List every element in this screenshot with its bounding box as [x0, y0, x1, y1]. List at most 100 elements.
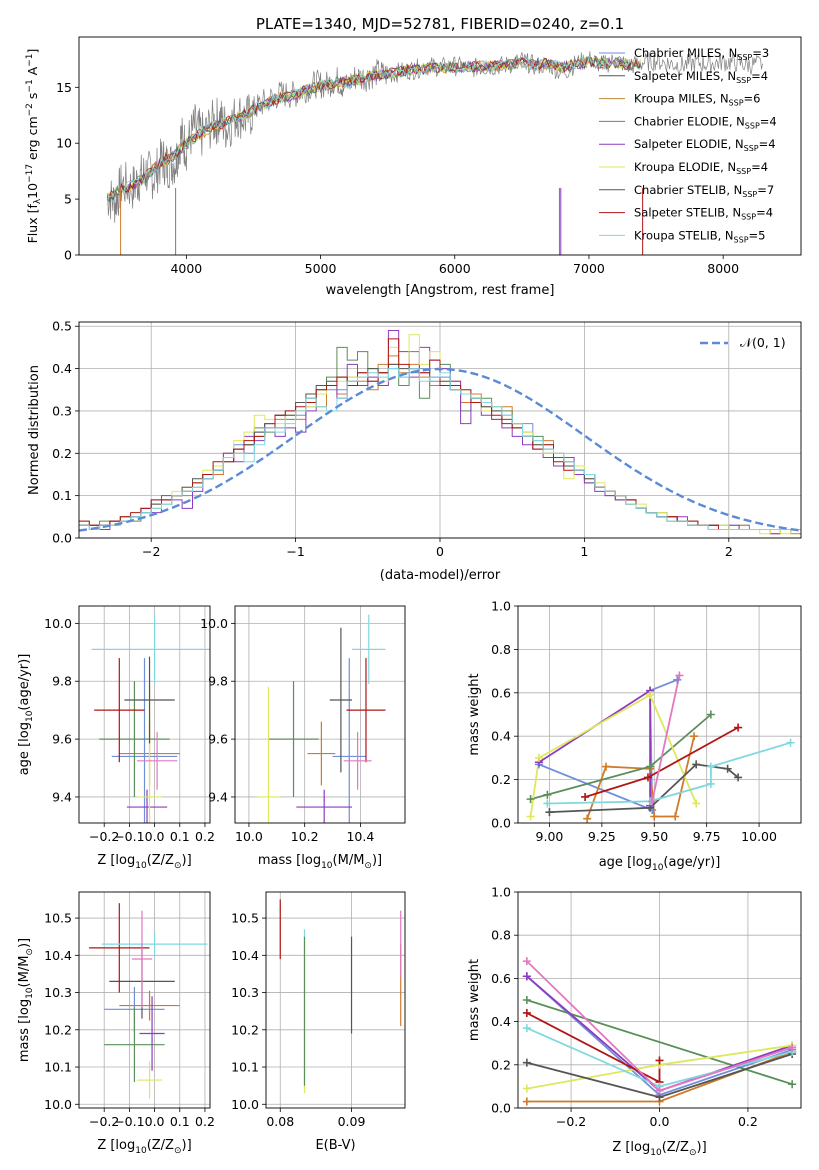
label-part: =4 [759, 137, 776, 151]
x-tick-label: 10.4 [346, 829, 374, 844]
x-tick-label: 10.0 [235, 829, 263, 844]
y-tick-label: 10.0 [231, 1097, 259, 1112]
y-axis-label: Flux [fλ10−17 erg cm−2 s−1 A−1] [25, 49, 43, 244]
label-part: Kroupa STELIB, N [634, 228, 734, 242]
label-part: Kroupa ELODIE, N [634, 160, 736, 174]
label-part: ] [25, 49, 40, 54]
model-spectrum [106, 54, 641, 205]
label-part: )] [697, 1140, 707, 1155]
label-part: =7 [757, 183, 774, 197]
legend-entry: Chabrier ELODIE, NSSP=4 [634, 114, 777, 130]
y-tick-label: 9.8 [208, 674, 228, 689]
label-part: ⊙ [174, 1146, 182, 1156]
legend-entry: Salpeter ELODIE, NSSP=4 [634, 137, 776, 153]
label-part: Z [log [97, 1138, 135, 1153]
weight-line [651, 675, 681, 802]
panel-z_age: −0.2−0.1 0.0 0.1 0.29.49.69.810.0Z [log10(Z… [17, 605, 215, 871]
label-part: 10 [25, 710, 35, 722]
plot-area [89, 903, 208, 1099]
label-part: SSP [734, 235, 749, 244]
legend-entry: Kroupa STELIB, NSSP=5 [634, 228, 765, 244]
weight-marker [706, 762, 715, 771]
label-part: SSP [736, 76, 751, 85]
label-part: age [log [17, 722, 32, 775]
y-tick-label: 9.6 [52, 732, 72, 747]
x-tick-label: 5000 [305, 261, 337, 276]
x-axis-label: wavelength [Angstrom, rest frame] [326, 283, 555, 298]
x-tick-label: 1 [580, 544, 588, 559]
label-part: =4 [756, 206, 773, 220]
y-tick-label: 1.0 [491, 885, 511, 900]
label-part: s [25, 93, 40, 104]
label-part: 10 [652, 863, 664, 873]
x-axis-label: age [log10(age/yr)] [599, 855, 721, 873]
axes-frame [517, 891, 802, 1109]
weight-marker [522, 972, 531, 981]
label-part: Z [log [97, 853, 135, 868]
x-axis-label: E(B-V) [315, 1138, 355, 1153]
weight-marker [706, 779, 715, 788]
y-tick-label: 0.4 [52, 361, 72, 376]
label-part: SSP [736, 167, 751, 176]
label-part: 10 [25, 987, 35, 999]
label-part: SSP [745, 121, 760, 130]
x-tick-label: −0.1 [114, 1114, 144, 1129]
y-tick-label: 10 [56, 136, 72, 151]
weight-marker [646, 762, 655, 771]
x-tick-label: 9.50 [640, 829, 668, 844]
axes-frame [78, 891, 211, 1109]
y-axis-label: mass [log10(M/M⊙)] [17, 938, 35, 1062]
y-tick-label: 0.6 [491, 685, 511, 700]
label-part: )] [182, 1138, 192, 1153]
plot-area [279, 899, 402, 1094]
legend-entry: Chabrier MILES, NSSP=3 [634, 46, 769, 62]
weight-line [538, 678, 678, 812]
y-tick-label: 10.3 [44, 985, 72, 1000]
y-tick-label: 10.5 [231, 911, 259, 926]
gaussian-curve [79, 367, 801, 532]
label-part: =3 [752, 46, 769, 60]
weight-line [530, 713, 712, 800]
y-tick-label: 10.1 [44, 1060, 72, 1075]
x-axis-label: (data-model)/error [380, 568, 501, 583]
label-part: (Z/Z [147, 1138, 174, 1153]
label-part: −1 [25, 54, 35, 67]
x-tick-label: 8000 [707, 261, 739, 276]
weight-marker [581, 792, 590, 801]
label-part: Kroupa MILES, N [634, 92, 729, 106]
y-tick-label: 9.4 [208, 789, 228, 804]
weight-marker [522, 1024, 531, 1033]
weight-marker [522, 996, 531, 1004]
label-part: Chabrier ELODIE, N [634, 114, 745, 128]
y-tick-label: 0.0 [491, 816, 511, 831]
axes-frame [78, 321, 802, 539]
label-part: ⊙ [364, 861, 372, 871]
weight-marker [655, 1056, 664, 1065]
panel-ebv_mass: 0.08 0.09 10.0 10.1 10.2 10.3 10.4 10.5 E(B-V) [231, 891, 406, 1153]
label-part: 10 [135, 861, 147, 871]
label-part: λ [33, 198, 43, 204]
axes-frame [78, 36, 802, 256]
x-tick-label: 0.0 [650, 1114, 670, 1129]
weight-marker [543, 790, 552, 799]
weight-marker [692, 760, 701, 769]
y-tick-label: 0.0 [52, 531, 72, 546]
weight-marker [655, 1086, 664, 1095]
axes-frame [78, 605, 211, 824]
weight-line [586, 735, 695, 820]
weight-marker [673, 675, 682, 684]
x-tick-label: 4000 [170, 261, 202, 276]
label-part: (Z/Z [147, 853, 174, 868]
x-tick-label: −0.1 [114, 829, 144, 844]
label-part: ⊙ [25, 948, 35, 956]
x-tick-label: 2 [725, 544, 733, 559]
label-part: )] [17, 938, 32, 948]
x-tick-label: 0.09 [338, 1114, 366, 1129]
weight-line [529, 693, 698, 817]
x-tick-label: 0.2 [195, 1114, 215, 1129]
x-axis-label: Z [log10(Z/Z⊙)] [612, 1140, 706, 1158]
weight-marker [786, 738, 795, 747]
weight-marker [522, 1084, 531, 1093]
x-tick-label: −0.2 [89, 1114, 119, 1129]
